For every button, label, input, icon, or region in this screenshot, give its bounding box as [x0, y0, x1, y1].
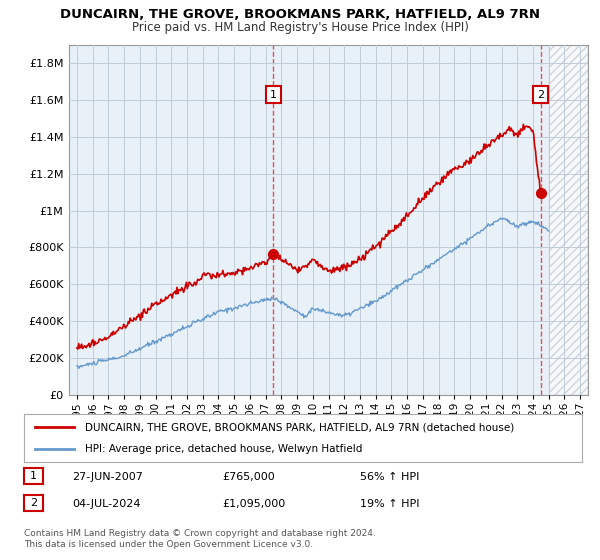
Text: HPI: Average price, detached house, Welwyn Hatfield: HPI: Average price, detached house, Welw…: [85, 444, 363, 454]
Text: 1: 1: [270, 90, 277, 100]
Text: 2: 2: [537, 90, 544, 100]
Text: This data is licensed under the Open Government Licence v3.0.: This data is licensed under the Open Gov…: [24, 540, 313, 549]
Text: 1: 1: [30, 471, 37, 481]
Text: DUNCAIRN, THE GROVE, BROOKMANS PARK, HATFIELD, AL9 7RN (detached house): DUNCAIRN, THE GROVE, BROOKMANS PARK, HAT…: [85, 422, 515, 432]
Text: 04-JUL-2024: 04-JUL-2024: [72, 499, 140, 509]
Text: 56% ↑ HPI: 56% ↑ HPI: [360, 472, 419, 482]
Text: Price paid vs. HM Land Registry's House Price Index (HPI): Price paid vs. HM Land Registry's House …: [131, 21, 469, 34]
Text: £1,095,000: £1,095,000: [222, 499, 285, 509]
Text: 19% ↑ HPI: 19% ↑ HPI: [360, 499, 419, 509]
Text: Contains HM Land Registry data © Crown copyright and database right 2024.: Contains HM Land Registry data © Crown c…: [24, 529, 376, 538]
Text: 2: 2: [30, 498, 37, 508]
Text: £765,000: £765,000: [222, 472, 275, 482]
Text: DUNCAIRN, THE GROVE, BROOKMANS PARK, HATFIELD, AL9 7RN: DUNCAIRN, THE GROVE, BROOKMANS PARK, HAT…: [60, 8, 540, 21]
Text: 27-JUN-2007: 27-JUN-2007: [72, 472, 143, 482]
